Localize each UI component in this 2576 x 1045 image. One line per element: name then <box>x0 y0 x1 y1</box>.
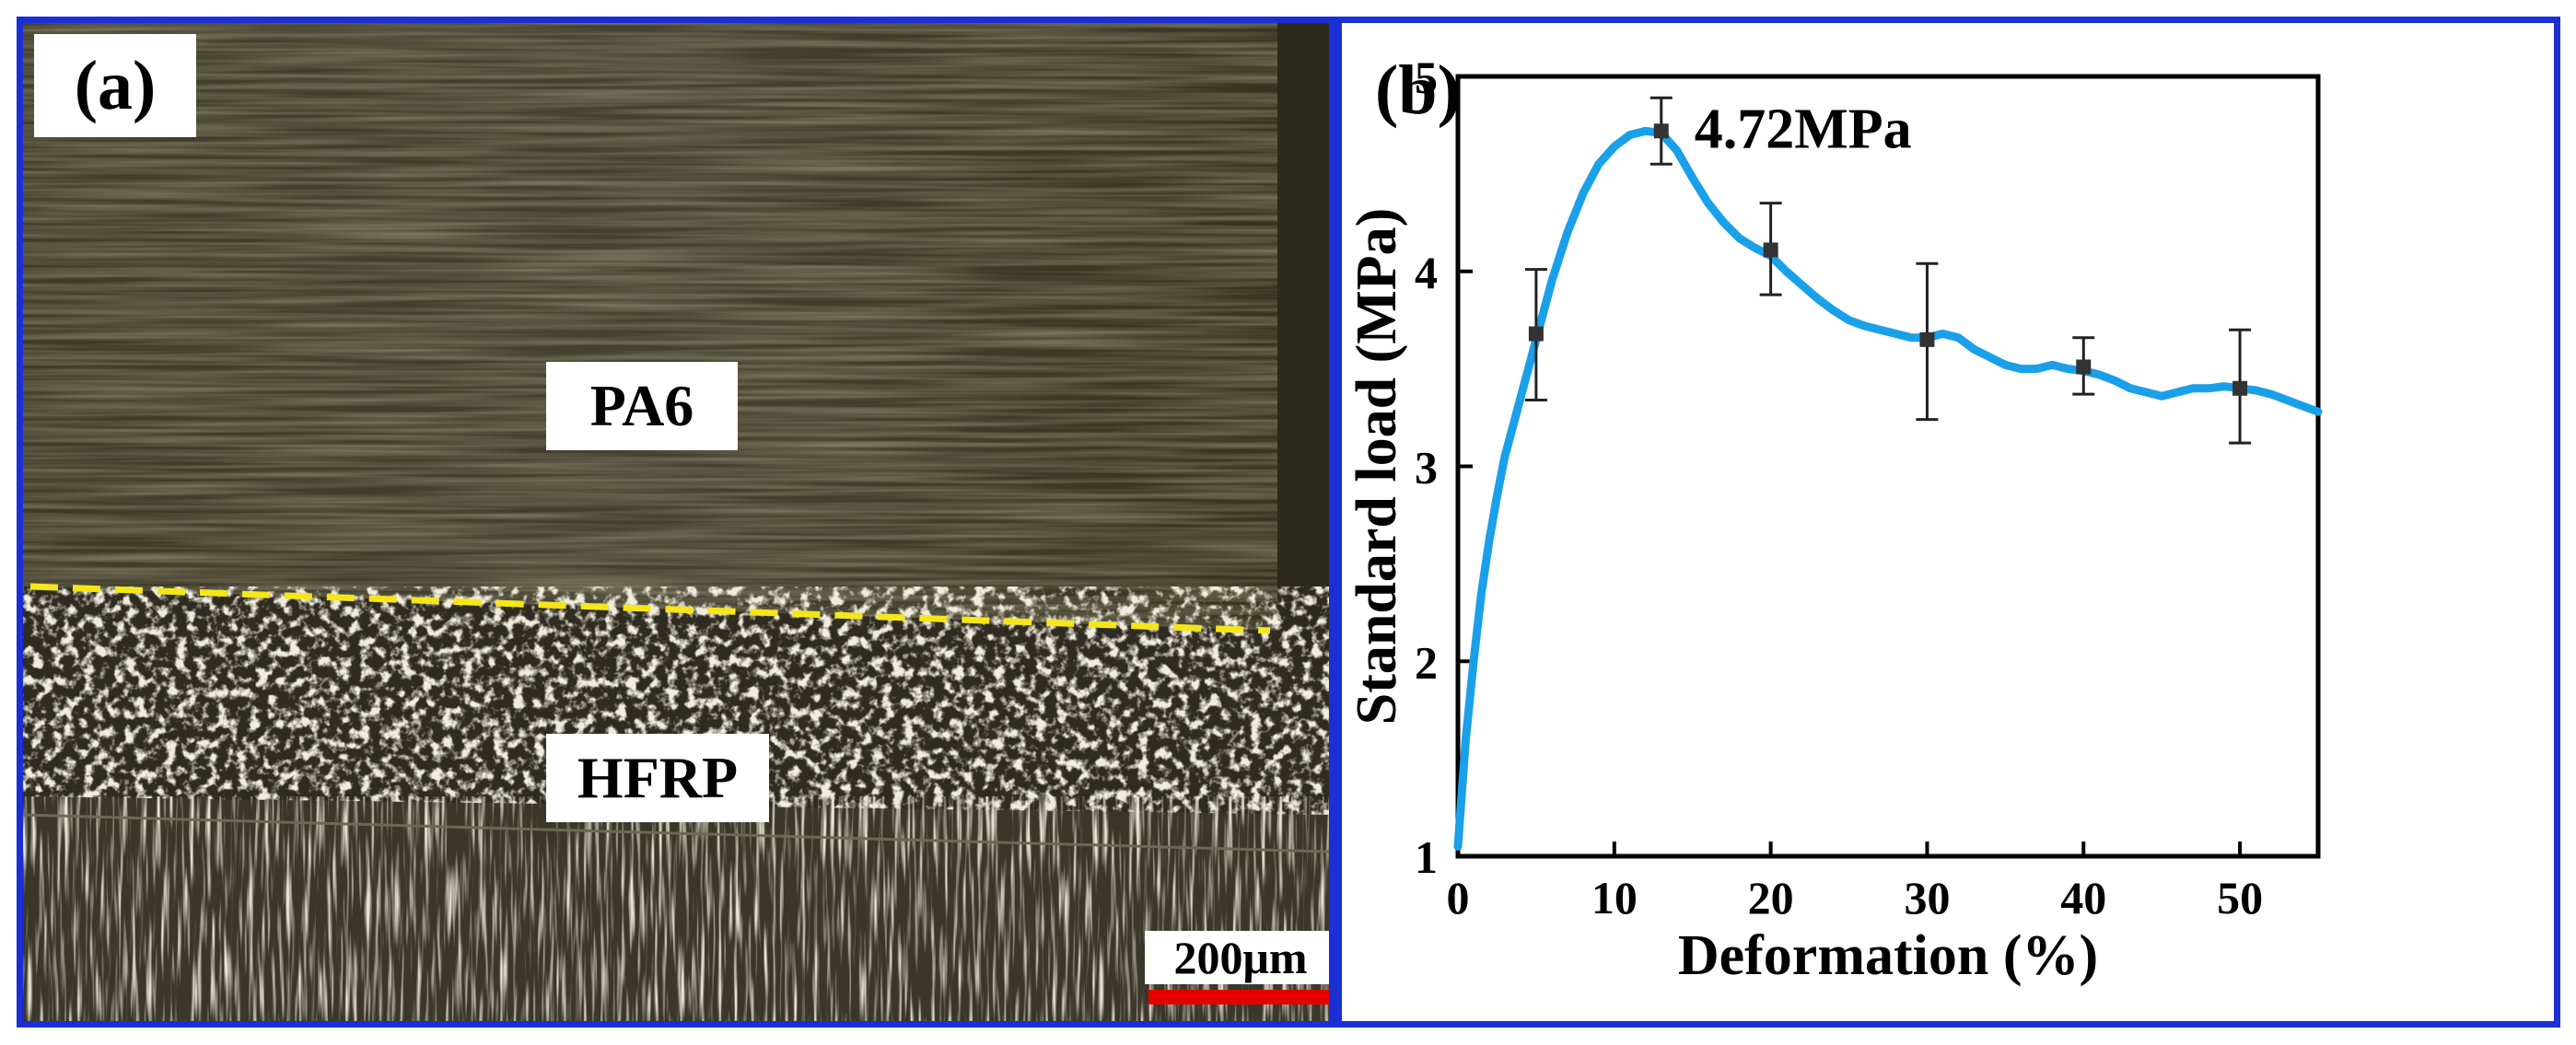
axis-ticks: 0 10 20 30 40 50 1 2 3 4 5 <box>1415 52 2263 923</box>
x-tick-label: 10 <box>1591 872 1638 923</box>
x-tick-label: 50 <box>2217 872 2263 923</box>
x-tick-label: 0 <box>1447 872 1470 923</box>
data-point-marker <box>2232 380 2248 396</box>
interface-line <box>29 583 1271 634</box>
y-tick-label: 5 <box>1415 52 1438 103</box>
data-point-marker <box>1528 326 1544 342</box>
micrograph-image <box>23 23 1329 1021</box>
y-tick-label: 3 <box>1415 442 1438 493</box>
x-tick-label: 40 <box>2060 872 2106 923</box>
scalebar <box>1148 990 1329 1004</box>
x-axis-label: Deformation (%) <box>1678 924 2098 987</box>
data-point-marker <box>2076 359 2092 375</box>
data-layer <box>1453 96 2323 851</box>
y-tick-label: 1 <box>1415 831 1438 883</box>
pa6-label: PA6 <box>546 362 738 450</box>
load-deformation-chart: 0 10 20 30 40 50 1 2 3 4 5 (b) 4.72MPa Deformation… <box>1346 52 2323 987</box>
peak-annotation: 4.72MPa <box>1695 98 1912 160</box>
micrograph-panel: (a) PA6 HFRP 200μm <box>17 17 1335 1028</box>
chart-panel: 0 10 20 30 40 50 1 2 3 4 5 (b) 4.72MPa Deformation… <box>1335 17 2560 1028</box>
y-tick-label: 2 <box>1415 636 1438 688</box>
panel-b-tag: (b) <box>1375 52 1461 129</box>
hfrp-label: HFRP <box>546 734 769 822</box>
x-tick-label: 20 <box>1748 872 1794 923</box>
x-tick-label: 30 <box>1904 872 1950 923</box>
data-point-marker <box>1919 331 1935 347</box>
data-point-marker <box>1653 123 1669 139</box>
y-tick-label: 4 <box>1415 247 1438 298</box>
load-curve <box>1453 126 2323 851</box>
panel-a-tag: (a) <box>34 34 196 137</box>
y-axis-label: Standard load (MPa) <box>1346 208 1408 725</box>
scalebar-label: 200μm <box>1145 931 1329 984</box>
data-point-marker <box>1763 242 1778 258</box>
